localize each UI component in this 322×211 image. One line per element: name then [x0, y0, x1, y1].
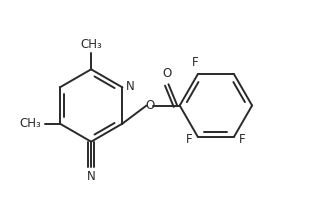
- Text: N: N: [87, 170, 96, 183]
- Text: F: F: [186, 133, 193, 146]
- Text: O: O: [163, 67, 172, 80]
- Text: O: O: [145, 99, 154, 112]
- Text: CH₃: CH₃: [80, 38, 102, 51]
- Text: CH₃: CH₃: [19, 117, 41, 130]
- Text: N: N: [126, 80, 135, 93]
- Text: F: F: [239, 133, 246, 146]
- Text: F: F: [192, 56, 199, 69]
